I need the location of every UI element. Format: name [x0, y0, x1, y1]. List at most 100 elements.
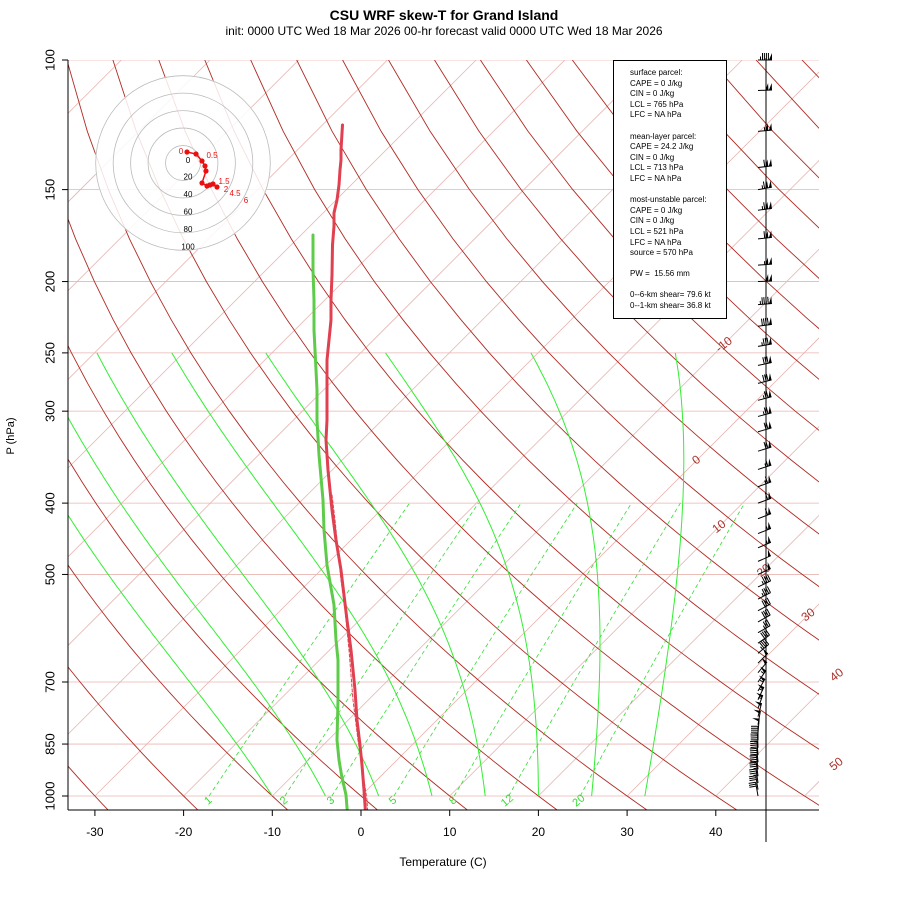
dry-adiabat-line	[709, 60, 819, 179]
wind-barb	[757, 608, 771, 623]
wind-barb-flag	[750, 746, 758, 749]
wind-barb-flag	[766, 317, 769, 325]
temperature-tick-label: 0	[358, 825, 365, 839]
wind-barb-flag	[749, 756, 757, 759]
wind-barb-staff	[757, 446, 772, 452]
wind-barb-flag	[749, 749, 758, 752]
dry-adiabat-line	[848, 60, 900, 812]
wind-barb-half-flag	[761, 580, 764, 585]
wind-barb	[757, 317, 772, 327]
wind-barb-half-flag	[762, 411, 765, 415]
wind-barb-pennant	[767, 562, 771, 570]
pressure-tick-label: 150	[42, 179, 57, 201]
wind-barb-pennant	[754, 701, 762, 707]
info-box-line	[630, 185, 726, 196]
wind-barb-staff	[755, 768, 759, 784]
hodograph-height-label: 0	[179, 147, 184, 156]
wind-barb-half-flag	[761, 592, 764, 597]
info-box-line: CAPE = 24.2 J/kg	[630, 142, 694, 152]
hodograph-point	[199, 180, 205, 186]
wind-barb-flag	[749, 779, 757, 782]
wind-barb-flag	[749, 772, 757, 775]
wind-barb-flag	[750, 760, 758, 763]
wind-barb	[757, 535, 772, 549]
isotherm-line	[68, 60, 477, 469]
wind-barb-pennant	[768, 389, 772, 398]
wind-barb-pennant	[758, 675, 765, 682]
info-box-line: LFC = NA hPa	[630, 173, 682, 183]
wind-barb-flag	[749, 761, 757, 764]
wind-barb-flag	[762, 318, 765, 326]
wind-barb-pennant	[768, 82, 772, 91]
info-box-line	[630, 121, 726, 132]
moist-adiabat-line	[530, 352, 601, 797]
hodograph-ring-label: 80	[184, 225, 193, 234]
y-axis-title: P (hPa)	[5, 417, 17, 454]
wind-barb-pennant	[768, 337, 772, 345]
wind-barb-half-flag	[760, 646, 764, 650]
wind-barb	[757, 257, 773, 266]
hodograph-point	[199, 158, 205, 164]
wind-barb-flag	[761, 318, 763, 326]
dry-adiabat-line	[158, 60, 819, 806]
wind-barb-flag	[762, 181, 766, 189]
moist-adiabat-line	[68, 416, 326, 797]
wind-barb	[749, 761, 759, 777]
pressure-tick-label: 700	[42, 671, 57, 693]
temperature-tick-label: 20	[532, 825, 546, 839]
wind-barb-flag	[766, 586, 771, 593]
wind-barb-half-flag	[762, 395, 765, 399]
wind-barb	[757, 158, 772, 169]
hodograph-height-label: 4.5	[229, 189, 241, 198]
temperature-tick-label: -30	[86, 825, 104, 839]
dry-adiabat-line	[801, 60, 819, 79]
wind-barb-flag	[749, 770, 757, 773]
wind-barb-half-flag	[758, 696, 762, 700]
wind-barb-pennant	[768, 317, 772, 325]
wind-barb-flag	[750, 753, 758, 756]
mixing-ratio-line	[508, 502, 681, 797]
temperature-tick-label: 10	[443, 825, 457, 839]
wind-barb	[749, 740, 759, 756]
isotherm-line	[68, 60, 654, 647]
wind-barb-staff	[757, 343, 772, 347]
wind-barb	[757, 666, 767, 683]
wind-barb-flag	[760, 641, 767, 648]
wind-barb-flag	[761, 600, 766, 608]
wind-barb-flag	[749, 758, 757, 761]
hodograph-ring-label: 20	[184, 172, 193, 181]
temperature-tick-label: 30	[620, 825, 634, 839]
mixing-ratio-line	[453, 502, 632, 797]
wind-barb-pennant	[768, 507, 772, 515]
wind-barb-flag	[750, 742, 758, 745]
temperature-tick-label: -10	[264, 825, 282, 839]
wind-barb	[757, 337, 772, 347]
isotherm-line	[804, 780, 819, 797]
wind-barb-flag	[762, 338, 765, 346]
wind-barb-pennant	[768, 475, 772, 484]
wind-barb-pennant	[768, 158, 772, 167]
isotherm-line	[626, 603, 819, 797]
wind-barb-flag	[749, 740, 758, 743]
wind-barb-flag	[750, 751, 758, 754]
wind-barb	[757, 180, 772, 191]
wind-barb	[757, 82, 773, 91]
hodograph-ring	[112, 92, 254, 234]
wind-barb-flag	[749, 777, 757, 780]
mixing-ratio-line	[579, 502, 745, 797]
dry-adiabat-line	[68, 666, 199, 810]
wind-barb-pennant	[756, 692, 763, 698]
wind-barb-staff	[757, 129, 772, 132]
wind-barb-flag	[767, 574, 772, 582]
temperature-tick-label: -20	[175, 825, 193, 839]
hodograph-point	[193, 151, 199, 157]
hodograph: 20 40 60 80 100 00 0.5 1.52 4.56	[95, 75, 271, 251]
wind-barbs	[748, 53, 773, 797]
wind-barb-half-flag	[761, 342, 763, 346]
wind-barb-pennant	[768, 230, 772, 238]
info-box-line	[630, 259, 726, 270]
mixing-ratio-line	[284, 502, 479, 797]
isotherm-line	[272, 248, 819, 797]
wind-barb-pennant	[752, 717, 760, 722]
dry-adiabat-line	[526, 60, 819, 380]
